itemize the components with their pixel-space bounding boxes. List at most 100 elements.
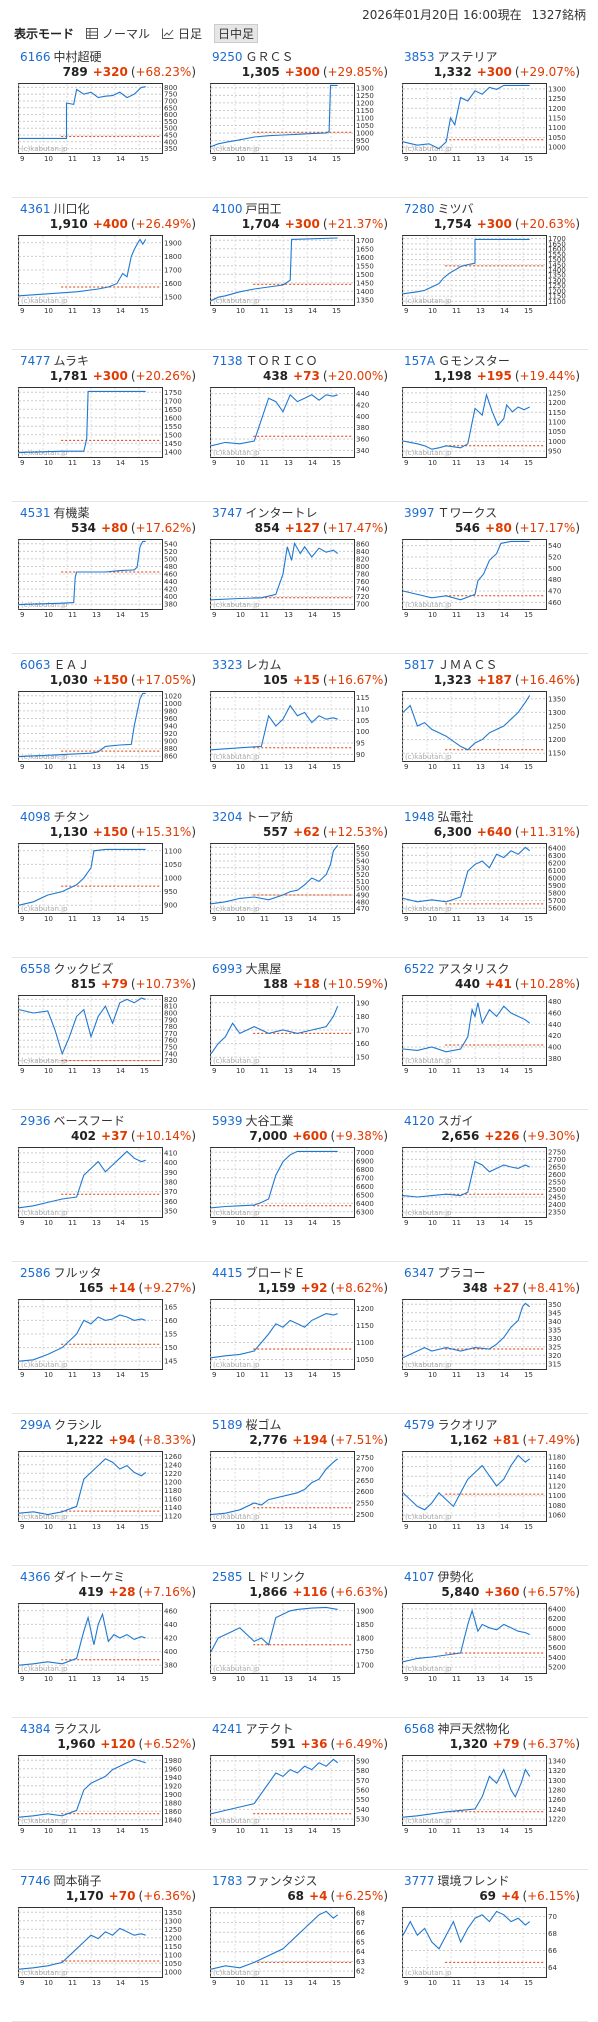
stock-label[interactable]: 桜ゴム	[245, 1418, 282, 1432]
stock-card-4361[interactable]: 4361 川口化 1,910 +400 (+26.49%) 1900 1800 1700 160…	[12, 197, 204, 350]
stock-card-3323[interactable]: 3323 レカム 105 +15 (+16.67%) 115 110 105 100 95 90 9 1…	[204, 653, 396, 806]
stock-name[interactable]: 4361 川口化	[20, 200, 90, 217]
stock-card-6347[interactable]: 6347 プラコー 348 +27 (+8.41%) 350 345 340 335 330 325…	[396, 1261, 588, 1414]
stock-name[interactable]: 6347 プラコー	[404, 1264, 486, 1281]
stock-label[interactable]: インタートレ	[245, 506, 318, 520]
stock-label[interactable]: クラシル	[54, 1418, 102, 1432]
stock-name[interactable]: 1783 ファンタジス	[212, 1872, 318, 1889]
intraday-chart[interactable]: 115 110 105 100 95 90 9 10 11 13 14 15 (c)kabutan.jp	[210, 691, 390, 771]
stock-label[interactable]: レカム	[245, 658, 282, 672]
mode-normal-button[interactable]: ノーマル	[86, 25, 150, 42]
stock-card-4098[interactable]: 4098 チタン 1,130 +150 (+15.31%) 1100 1050 1000 950…	[12, 805, 204, 958]
stock-code[interactable]: 4241	[212, 1722, 243, 1736]
stock-card-1948[interactable]: 1948 弘電社 6,300 +640 (+11.31%) 6400 6300 6200 610…	[396, 805, 588, 958]
intraday-chart[interactable]: 1350 1300 1250 1200 1150 9 10 11 13 14 15 (c)kabuta…	[402, 691, 582, 771]
stock-name[interactable]: 2586 フルッタ	[20, 1264, 102, 1281]
stock-label[interactable]: アステリア	[437, 50, 498, 64]
stock-code[interactable]: 6063	[20, 658, 51, 672]
stock-label[interactable]: 神戸天然物化	[437, 1722, 510, 1736]
stock-name[interactable]: 5939 大谷工業	[212, 1112, 294, 1129]
stock-card-4579[interactable]: 4579 ラクオリア 1,162 +81 (+7.49%) 1180 1160 1140 112…	[396, 1413, 588, 1566]
stock-label[interactable]: 伊勢化	[437, 1570, 474, 1584]
stock-card-5817[interactable]: 5817 ＪＭＡＣＳ 1,323 +187 (+16.46%) 1350 1300 1250 1…	[396, 653, 588, 806]
stock-name[interactable]: 6166 中村超硬	[20, 48, 102, 65]
stock-card-4100[interactable]: 4100 戸田工 1,704 +300 (+21.37%) 1700 1650 1600 155…	[204, 197, 396, 350]
stock-card-5189[interactable]: 5189 桜ゴム 2,776 +194 (+7.51%) 2750 2700 2650 2600…	[204, 1413, 396, 1566]
stock-name[interactable]: 5189 桜ゴム	[212, 1416, 282, 1433]
stock-card-7138[interactable]: 7138 ＴＯＲＩＣＯ 438 +73 (+20.00%) 440 420 400 380 360…	[204, 349, 396, 502]
stock-name[interactable]: 6568 神戸天然物化	[404, 1720, 510, 1737]
stock-name[interactable]: 4241 アテクト	[212, 1720, 294, 1737]
stock-name[interactable]: 1948 弘電社	[404, 808, 474, 825]
stock-label[interactable]: 環境フレンド	[437, 1874, 510, 1888]
stock-name[interactable]: 6522 アスタリスク	[404, 960, 510, 977]
stock-label[interactable]: ファンタジス	[245, 1874, 318, 1888]
stock-name[interactable]: 4107 伊勢化	[404, 1568, 474, 1585]
stock-code[interactable]: 6993	[212, 962, 243, 976]
stock-name[interactable]: 4098 チタン	[20, 808, 90, 825]
stock-code[interactable]: 5189	[212, 1418, 243, 1432]
stock-code[interactable]: 7746	[20, 1874, 51, 1888]
stock-label[interactable]: ブロードＥ	[245, 1266, 306, 1280]
stock-card-2585[interactable]: 2585 Ｌドリンク 1,866 +116 (+6.63%) 1900 1850 1800 17…	[204, 1565, 396, 1718]
stock-label[interactable]: 戸田工	[245, 202, 282, 216]
stock-card-3204[interactable]: 3204 トーア紡 557 +62 (+12.53%) 560 550 540 530 520 51…	[204, 805, 396, 958]
stock-name[interactable]: 4531 有機薬	[20, 504, 90, 521]
stock-card-4531[interactable]: 4531 有機薬 534 +80 (+17.62%) 540 520 500 480 460 440…	[12, 501, 204, 654]
stock-label[interactable]: ＧＲＣＳ	[245, 50, 294, 64]
stock-code[interactable]: 4366	[20, 1570, 51, 1584]
stock-label[interactable]: Ｌドリンク	[245, 1570, 306, 1584]
stock-card-4120[interactable]: 4120 スガイ 2,656 +226 (+9.30%) 2750 2700 2650 2600…	[396, 1109, 588, 1262]
intraday-chart[interactable]: 1900 1800 1700 1600 1500 9 10 11 13 14 15 (c)kabuta…	[18, 235, 198, 315]
stock-card-6522[interactable]: 6522 アスタリスク 440 +41 (+10.28%) 480 460 440 420 400…	[396, 957, 588, 1110]
stock-card-6063[interactable]: 6063 ＥＡＪ 1,030 +150 (+17.05%) 1020 1000 980 960 9…	[12, 653, 204, 806]
intraday-chart[interactable]: 70 68 66 64 9 10 11 13 14 15 (c)kabutan.jp	[402, 1907, 582, 1987]
stock-label[interactable]: チタン	[53, 810, 90, 824]
stock-code[interactable]: 6568	[404, 1722, 435, 1736]
stock-code[interactable]: 3853	[404, 50, 435, 64]
stock-card-3777[interactable]: 3777 環境フレンド 69 +4 (+6.15%) 70 68 66 64 9 10 11 13 14 1…	[396, 1869, 588, 2022]
stock-card-1783[interactable]: 1783 ファンタジス 68 +4 (+6.25%) 68 67 66 65 64 63 62 9 10 1…	[204, 1869, 396, 2022]
stock-label[interactable]: アスタリスク	[437, 962, 510, 976]
stock-code[interactable]: 5817	[404, 658, 435, 672]
stock-name[interactable]: 6993 大黒屋	[212, 960, 282, 977]
stock-name[interactable]: 6063 ＥＡＪ	[20, 656, 90, 673]
stock-code[interactable]: 6347	[404, 1266, 435, 1280]
stock-name[interactable]: 3777 環境フレンド	[404, 1872, 510, 1889]
stock-name[interactable]: 4120 スガイ	[404, 1112, 474, 1129]
stock-label[interactable]: トーア紡	[245, 810, 294, 824]
stock-label[interactable]: 弘電社	[437, 810, 474, 824]
stock-code[interactable]: 4384	[20, 1722, 51, 1736]
stock-label[interactable]: フルッタ	[53, 1266, 102, 1280]
stock-code[interactable]: 5939	[212, 1114, 243, 1128]
stock-code[interactable]: 1948	[404, 810, 435, 824]
stock-name[interactable]: 3997 Ｔワークス	[404, 504, 497, 521]
stock-code[interactable]: 6558	[20, 962, 51, 976]
intraday-chart[interactable]: 165 160 155 150 145 9 10 11 13 14 15 (c)kabutan.jp	[18, 1299, 198, 1379]
stock-code[interactable]: 2585	[212, 1570, 243, 1584]
stock-name[interactable]: 3323 レカム	[212, 656, 282, 673]
stock-name[interactable]: 2585 Ｌドリンク	[212, 1568, 306, 1585]
stock-card-7280[interactable]: 7280 ミツバ 1,754 +300 (+20.63%) 1700 1650 1600 155…	[396, 197, 588, 350]
stock-name[interactable]: 4384 ラクスル	[20, 1720, 101, 1737]
stock-card-6166[interactable]: 6166 中村超硬 789 +320 (+68.23%) 800 750 700 650 600 5…	[12, 45, 204, 198]
stock-card-4107[interactable]: 4107 伊勢化 5,840 +360 (+6.57%) 6400 6200 6000 5800…	[396, 1565, 588, 1718]
stock-code[interactable]: 7280	[404, 202, 435, 216]
stock-label[interactable]: ＪＭＡＣＳ	[437, 658, 498, 672]
stock-code[interactable]: 157A	[404, 354, 436, 368]
stock-label[interactable]: ダイトーケミ	[53, 1570, 126, 1584]
stock-label[interactable]: 大谷工業	[245, 1114, 294, 1128]
stock-name[interactable]: 7746 岡本硝子	[20, 1872, 102, 1889]
